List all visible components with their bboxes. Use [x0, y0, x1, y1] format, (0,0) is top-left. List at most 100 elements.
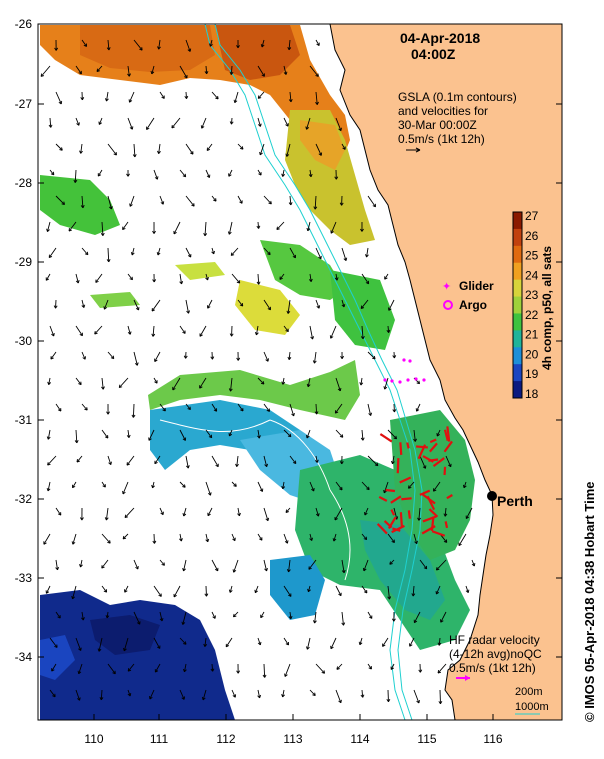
velocity-arrow	[286, 143, 291, 157]
velocity-arrow-head	[182, 668, 187, 673]
velocity-arrow-head	[233, 99, 238, 104]
velocity-arrow-head	[208, 434, 213, 439]
radar-arrow	[446, 494, 453, 500]
velocity-arrow	[40, 65, 51, 77]
velocity-arrow-head	[103, 306, 108, 310]
velocity-arrow-head	[365, 280, 370, 285]
velocity-arrow	[47, 221, 51, 232]
velocity-arrows	[40, 39, 476, 705]
perth-label: Perth	[497, 493, 533, 509]
velocity-arrow	[55, 507, 62, 516]
velocity-arrow	[367, 403, 372, 416]
velocity-arrow	[47, 429, 51, 440]
velocity-arrow	[149, 689, 155, 700]
velocity-arrow	[413, 429, 416, 442]
velocity-arrow-head	[81, 617, 85, 621]
velocity-arrow	[49, 117, 52, 128]
velocity-arrow-head	[233, 483, 237, 487]
velocity-arrow-head	[154, 669, 159, 673]
velocity-arrow-head	[287, 356, 292, 360]
velocity-arrow-head	[287, 433, 292, 438]
velocity-arrow	[330, 325, 337, 339]
velocity-arrow-head	[383, 489, 387, 494]
velocity-arrow-head	[61, 201, 65, 205]
velocity-arrow-head	[159, 617, 164, 622]
velocity-arrow-head	[321, 670, 326, 674]
velocity-arrow	[101, 481, 106, 488]
velocity-arrow-head	[215, 463, 219, 468]
velocity-arrow	[127, 117, 133, 130]
velocity-arrow	[129, 91, 135, 103]
velocity-arrow-head	[239, 146, 244, 150]
velocity-arrow-head	[101, 386, 105, 390]
velocity-arrow	[288, 39, 291, 50]
colorbar-segment	[513, 330, 522, 348]
velocity-arrow-head	[372, 203, 376, 208]
velocity-arrow	[288, 351, 291, 360]
velocity-arrow-head	[71, 541, 76, 545]
velocity-arrow	[263, 663, 266, 678]
velocity-arrow-head	[240, 407, 244, 412]
radar-arrow	[444, 521, 449, 529]
velocity-arrow-head	[281, 381, 286, 385]
velocity-arrow-head	[108, 461, 112, 465]
velocity-arrow-head	[148, 437, 152, 441]
velocity-arrow-head	[288, 202, 293, 206]
velocity-arrow	[225, 637, 233, 648]
velocity-arrow-head	[212, 615, 216, 619]
velocity-arrow	[333, 533, 337, 542]
velocity-arrow	[179, 273, 183, 285]
velocity-arrow	[209, 39, 213, 47]
radar-arrow	[430, 516, 435, 531]
velocity-arrow	[133, 39, 143, 51]
colorbar-segment	[513, 313, 522, 331]
velocity-arrow-head	[54, 644, 58, 648]
radar-arrow	[407, 510, 411, 519]
velocity-arrow	[307, 585, 311, 592]
velocity-arrow	[151, 65, 155, 75]
colorbar-tick: 25	[525, 249, 539, 263]
velocity-arrow-head	[258, 172, 262, 176]
velocity-arrow-head	[264, 463, 269, 468]
velocity-arrow-head	[292, 254, 297, 259]
velocity-arrow	[101, 559, 109, 569]
velocity-arrow-head	[315, 513, 320, 517]
lon-label: 115	[417, 732, 436, 746]
hf-radar-arrows	[376, 426, 453, 537]
velocity-arrow	[185, 403, 191, 410]
velocity-arrow-head	[184, 95, 189, 99]
velocity-arrow	[254, 585, 259, 593]
velocity-arrow	[335, 689, 342, 703]
velocity-arrow-head	[94, 331, 98, 335]
velocity-arrow-head	[312, 692, 316, 697]
velocity-arrow	[72, 533, 77, 545]
velocity-arrow	[122, 533, 129, 540]
velocity-arrow	[288, 559, 291, 572]
velocity-arrow	[126, 455, 135, 466]
velocity-arrow	[313, 351, 317, 364]
depth-200-label: 200m	[515, 686, 543, 698]
velocity-arrow-head	[265, 517, 270, 522]
velocity-arrow	[106, 611, 109, 619]
velocity-arrow	[133, 299, 140, 311]
velocity-arrow-head	[104, 98, 109, 102]
velocity-arrow-head	[341, 303, 346, 308]
velocity-arrow-head	[182, 484, 186, 488]
velocity-arrow-head	[161, 562, 165, 566]
velocity-arrow	[158, 143, 161, 154]
velocity-arrow-head	[207, 305, 211, 309]
velocity-arrow-head	[414, 540, 418, 545]
velocity-arrow-head	[329, 335, 334, 339]
velocity-arrow-head	[152, 540, 157, 544]
velocity-arrow-head	[337, 387, 342, 392]
velocity-arrow-head	[437, 642, 442, 646]
velocity-arrow-head	[134, 362, 139, 366]
velocity-arrow-head	[332, 538, 337, 542]
velocity-arrow	[390, 663, 395, 670]
velocity-arrow-head	[154, 460, 158, 465]
velocity-arrow	[435, 585, 441, 595]
velocity-arrow	[43, 533, 51, 545]
velocity-arrow	[171, 117, 181, 129]
velocity-arrow-head	[279, 276, 283, 280]
velocity-arrow-head	[257, 694, 262, 699]
